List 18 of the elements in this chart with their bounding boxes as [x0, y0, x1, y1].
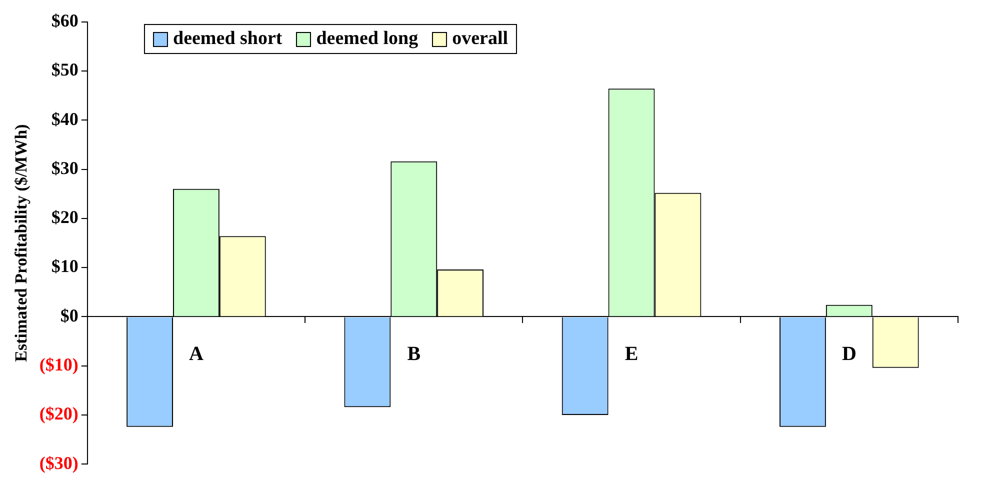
y-tick-label: $30: [51, 158, 78, 178]
legend-label: deemed long: [316, 28, 418, 50]
y-tick-label: $40: [51, 108, 78, 129]
y-tick-label: $10: [51, 256, 78, 276]
y-tick-label: $50: [51, 60, 78, 80]
x-tick-label: E: [624, 342, 638, 365]
y-tick-label: ($10): [39, 354, 78, 375]
y-tick-label: ($30): [39, 452, 78, 473]
y-tick-label: $60: [51, 10, 78, 30]
x-tick-label: A: [188, 342, 204, 365]
y-tick-label: $0: [60, 305, 78, 326]
y-axis-title: Estimated Profitability ($/MWh): [12, 124, 31, 362]
x-tick-label: B: [407, 342, 421, 365]
y-tick-label: ($20): [39, 404, 78, 424]
legend-label: overall: [452, 28, 508, 50]
legend-label: deemed short: [173, 28, 282, 50]
x-tick-label: D: [842, 342, 856, 365]
y-tick-label: $20: [51, 207, 78, 228]
